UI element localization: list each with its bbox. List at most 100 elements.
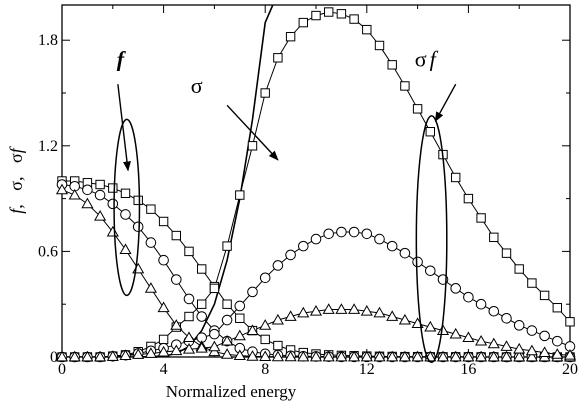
f-point-triangle bbox=[475, 350, 488, 362]
f-point-triangle bbox=[398, 350, 411, 362]
sigma-f-point-circle bbox=[374, 233, 385, 245]
f-point-triangle bbox=[513, 350, 526, 362]
sigma-f-point-square bbox=[247, 141, 258, 151]
sigma-f-point-square bbox=[209, 283, 220, 294]
sigma-f-point-triangle bbox=[449, 327, 462, 339]
sigma-f-point-square bbox=[501, 248, 512, 258]
sigma-f-point-circle bbox=[234, 300, 246, 312]
sigma-f-point-circle bbox=[209, 328, 220, 340]
sigma-f-point-triangle bbox=[233, 329, 246, 341]
y-axis-label-part: σ bbox=[6, 181, 26, 191]
f-point-triangle bbox=[182, 331, 196, 343]
f-point-triangle bbox=[144, 282, 157, 293]
f-point-circle bbox=[145, 237, 157, 248]
sigma-f-point-triangle bbox=[106, 350, 119, 361]
sigma-f-point-square bbox=[476, 213, 486, 223]
annotation-arrow bbox=[226, 104, 279, 161]
f-point-square bbox=[273, 340, 283, 351]
f-point-square bbox=[197, 264, 207, 274]
sigma-f-point-triangle bbox=[195, 341, 208, 353]
f-point-triangle bbox=[335, 350, 348, 362]
sigma-f-point-circle bbox=[221, 314, 233, 326]
f-point-triangle bbox=[462, 350, 475, 362]
sigma-f-point-square bbox=[374, 40, 385, 51]
annotation-arrow bbox=[434, 83, 457, 123]
sigma-f-point-square bbox=[336, 9, 347, 19]
sigma-f-point-triangle bbox=[221, 334, 234, 346]
sigma-curve bbox=[62, 5, 274, 357]
sigma-f-point-square bbox=[260, 88, 270, 98]
sigma-f-point-circle bbox=[513, 320, 525, 331]
sigma-f-point-square bbox=[158, 334, 169, 345]
x-tick-label: 8 bbox=[261, 361, 269, 378]
annotation-label: f bbox=[117, 47, 127, 72]
f-point-triangle bbox=[119, 243, 132, 255]
annotation-arrow bbox=[117, 84, 131, 172]
sigma-f-point-circle bbox=[323, 228, 335, 240]
sigma-f-point-triangle bbox=[297, 306, 310, 318]
sigma-f-point-triangle bbox=[513, 342, 526, 354]
sigma-f-point-square bbox=[197, 299, 207, 309]
f-point-triangle bbox=[322, 350, 335, 362]
annotation-label: σ bbox=[191, 73, 203, 98]
sigma-f-point-triangle bbox=[500, 340, 513, 351]
f-point-square bbox=[146, 204, 156, 214]
f-point-triangle bbox=[55, 183, 69, 195]
sigma-f-point-circle bbox=[298, 240, 309, 252]
f-point-circle bbox=[82, 184, 93, 196]
f-point-triangle bbox=[106, 225, 119, 237]
sigma-f-point-square bbox=[489, 232, 499, 243]
sigma-f-point-square bbox=[412, 104, 423, 114]
f-point-square bbox=[108, 183, 118, 193]
sigma-f-point-circle bbox=[336, 226, 347, 238]
f-point-triangle bbox=[157, 301, 170, 313]
sigma-f-point-square bbox=[184, 311, 194, 322]
f-point-square bbox=[95, 179, 105, 190]
sigma-f-point-circle bbox=[412, 256, 423, 268]
sigma-f-point-circle bbox=[425, 265, 436, 277]
f-point-square bbox=[133, 195, 143, 206]
f-point-triangle bbox=[68, 188, 81, 200]
f-point-triangle bbox=[132, 262, 145, 274]
sigma-f-point-circle bbox=[259, 272, 271, 284]
sigma-f-point-triangle bbox=[525, 344, 538, 356]
y-axis-label-part: σ bbox=[6, 153, 26, 163]
f-point-circle bbox=[183, 293, 195, 305]
x-axis-label: Normalized energy bbox=[166, 382, 297, 401]
f-point-triangle bbox=[246, 350, 259, 361]
y-tick-label: 0.6 bbox=[38, 243, 58, 260]
y-tick-label: 1.8 bbox=[38, 32, 58, 49]
y-tick-label: 0 bbox=[50, 349, 58, 366]
sigma-f-point-square bbox=[349, 14, 359, 24]
y-axis-label: f, σ, σf bbox=[6, 145, 26, 213]
sigma-f-point-triangle bbox=[424, 320, 437, 332]
sigma-f-point-triangle bbox=[322, 303, 335, 314]
f-point-circle bbox=[158, 254, 169, 266]
f-point-triangle bbox=[81, 197, 94, 209]
sigma-f-point-square bbox=[235, 190, 245, 200]
sigma-f-point-circle bbox=[348, 226, 360, 238]
sigma-f-point-square bbox=[311, 10, 321, 21]
sigma-f-point-circle bbox=[361, 228, 373, 240]
f-point-triangle bbox=[500, 350, 513, 362]
sigma-f-point-circle bbox=[285, 249, 296, 261]
ellipse-f bbox=[113, 118, 141, 297]
sigma-f-point-circle bbox=[552, 335, 563, 347]
sigma-f-point-triangle bbox=[538, 346, 551, 357]
sigma-f-point-triangle bbox=[462, 331, 475, 343]
sigma-f-point-circle bbox=[488, 305, 500, 317]
sigma-f-point-triangle bbox=[284, 310, 297, 321]
sigma-f-point-square bbox=[539, 290, 550, 301]
f-point-circle bbox=[94, 189, 106, 201]
sigma-f-point-square bbox=[514, 264, 524, 274]
f-point-circle bbox=[132, 221, 144, 233]
sigma-f-point-triangle bbox=[309, 305, 323, 316]
sigma-f-point-triangle bbox=[348, 303, 361, 314]
sigma-f-point-circle bbox=[386, 240, 398, 252]
f-point-square bbox=[235, 313, 245, 323]
f-point-triangle bbox=[297, 350, 310, 362]
f-point-triangle bbox=[487, 350, 500, 362]
sigma-f-point-triangle bbox=[335, 303, 348, 314]
f-point-circle bbox=[171, 274, 182, 285]
sigma-f-point-triangle bbox=[81, 350, 94, 362]
